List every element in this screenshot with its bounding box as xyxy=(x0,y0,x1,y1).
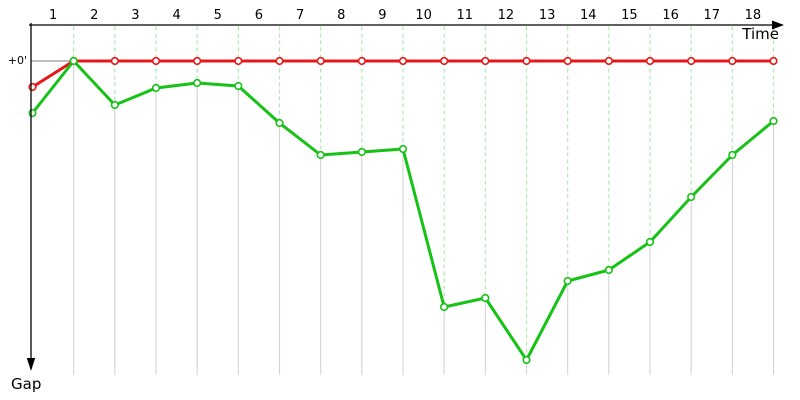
gap-data-point xyxy=(728,150,737,160)
x-axis-arrowhead xyxy=(772,20,784,30)
gap-data-point xyxy=(769,116,778,126)
gap-data-point xyxy=(687,192,696,202)
reference-data-point xyxy=(234,56,243,66)
gap-data-point xyxy=(234,81,243,91)
x-tick-label: 10 xyxy=(415,8,432,23)
reference-data-point xyxy=(193,56,202,66)
gap-data-point xyxy=(28,108,37,118)
x-tick-label: 17 xyxy=(703,8,720,23)
x-tick-label: 18 xyxy=(745,8,762,23)
gap-data-point xyxy=(398,144,408,154)
x-tick-label: 15 xyxy=(621,8,638,23)
x-tick-label: 2 xyxy=(90,8,98,23)
reference-data-point xyxy=(728,56,737,66)
reference-data-point xyxy=(151,56,161,66)
reference-data-point xyxy=(110,56,119,66)
gap-data-point xyxy=(604,265,613,275)
gap-data-point xyxy=(440,302,449,312)
x-tick-label: 5 xyxy=(214,8,222,23)
reference-data-point xyxy=(357,56,366,66)
gap-data-point xyxy=(316,150,325,160)
reference-data-point xyxy=(687,56,696,66)
x-tick-label: 7 xyxy=(296,8,304,23)
y-axis-arrowhead xyxy=(26,358,36,371)
x-tick-label: 8 xyxy=(337,8,345,23)
reference-data-point xyxy=(563,56,572,66)
reference-data-point xyxy=(481,56,490,66)
reference-data-point xyxy=(522,56,531,66)
gap-data-point xyxy=(357,147,366,157)
reference-data-point xyxy=(275,56,284,66)
reference-data-point xyxy=(769,56,778,66)
x-tick-label: 4 xyxy=(172,8,180,23)
x-tick-label: 1 xyxy=(49,8,57,23)
reference-data-point xyxy=(316,56,325,66)
gap-data-point xyxy=(645,237,655,247)
x-tick-label: 3 xyxy=(131,8,139,23)
gap-data-point xyxy=(110,100,119,110)
gap-data-point xyxy=(275,118,284,128)
gap-data-point xyxy=(522,355,531,365)
reference-data-point xyxy=(645,56,655,66)
x-tick-label: 14 xyxy=(580,8,597,23)
x-tick-label: 13 xyxy=(539,8,556,23)
gap-data-point xyxy=(563,276,572,286)
zero-gap-label: +0' xyxy=(7,54,27,67)
gap-data-point xyxy=(193,78,202,88)
x-tick-label: 12 xyxy=(498,8,515,23)
gap-data-point xyxy=(481,293,490,303)
y-axis-title: Gap xyxy=(11,375,42,393)
reference-data-point xyxy=(440,56,449,66)
x-tick-label: 16 xyxy=(662,8,679,23)
x-tick-label: 9 xyxy=(378,8,386,23)
gap-data-point xyxy=(69,56,78,66)
reference-data-point xyxy=(398,56,408,66)
x-axis-title: Time xyxy=(742,25,779,43)
x-tick-label: 6 xyxy=(255,8,263,23)
gap-data-point xyxy=(151,83,161,93)
reference-data-point xyxy=(604,56,613,66)
x-tick-label: 11 xyxy=(456,8,473,23)
reference-data-point xyxy=(28,82,37,92)
